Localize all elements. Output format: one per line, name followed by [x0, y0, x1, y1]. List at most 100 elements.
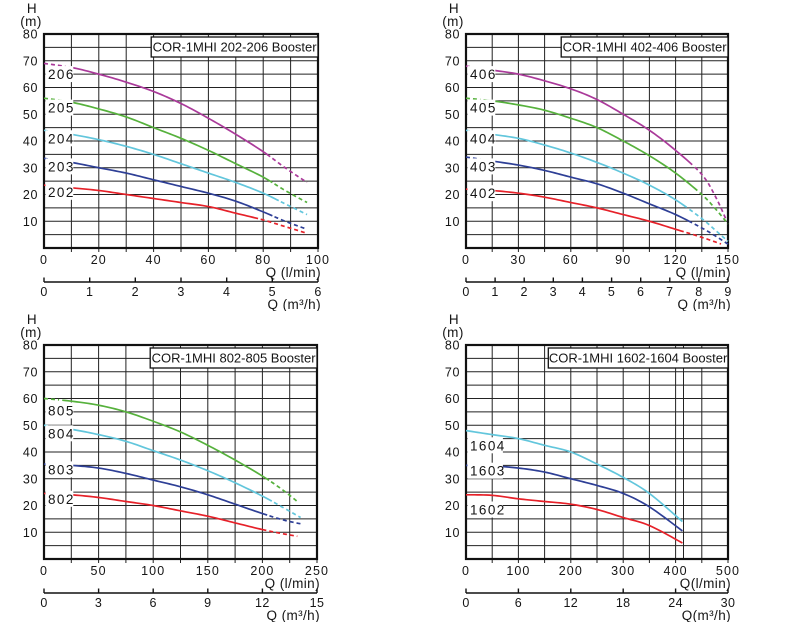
y-tick-label: 50	[445, 419, 460, 433]
curve-tail-dashed	[688, 208, 729, 242]
plot-border	[464, 32, 730, 250]
chart-title-box: COR-1MHI 1602-1604 Booster	[547, 347, 729, 369]
y-axis: H(m) 10 20 30 40 50 60 70 80	[442, 1, 463, 229]
curve-label-202: 202	[45, 183, 75, 200]
y-tick-label: 30	[23, 472, 38, 486]
curve-label-text: 804	[48, 426, 75, 441]
curve-label-1603: 1603	[467, 462, 506, 479]
y-tick-label: 50	[23, 108, 38, 122]
curve-label-403: 403	[467, 158, 497, 175]
curve-label-text: 1603	[470, 464, 506, 479]
x-tick-label: 300	[611, 564, 635, 578]
x2-axis-title: Q(m³/h)	[682, 608, 731, 622]
x2-tick-label: 4	[223, 285, 230, 299]
x2-tick-label: 3	[177, 285, 184, 299]
curve-label-text: 202	[48, 185, 75, 200]
y-tick-label: 60	[445, 81, 460, 95]
curve-solid	[68, 66, 271, 158]
plot-border	[42, 343, 319, 561]
x2-tick-label: 2	[521, 285, 528, 299]
curve-head-dashed	[43, 397, 60, 401]
x-tick-label: 150	[196, 564, 220, 578]
curve-label-1602: 1602	[467, 501, 506, 518]
curve-tail-dashed	[271, 157, 308, 184]
gridlines	[466, 34, 729, 252]
curve-tail-dashed	[694, 223, 731, 247]
curve-label-text: 403	[470, 159, 497, 174]
gridlines	[44, 34, 319, 252]
x2-tick-label: 3	[95, 596, 102, 610]
curve-label-804: 804	[45, 425, 75, 442]
x-tick-label: 400	[664, 564, 688, 578]
curve-405	[465, 97, 729, 225]
x2-tick-label: 0	[40, 285, 47, 299]
x2-tick-label: 0	[462, 285, 469, 299]
x-axis-title: Q (l/min)	[265, 576, 320, 591]
x2-tick-label: 1	[86, 285, 93, 299]
gridlines	[44, 345, 318, 563]
curve-label-405: 405	[467, 99, 495, 116]
x-tick-label: 200	[559, 564, 583, 578]
curve-solid	[483, 67, 693, 166]
curve-solid	[483, 99, 698, 192]
chart-title: COR-1MHI 1602-1604 Booster	[549, 351, 728, 366]
chart-title-box: COR-1MHI 202-206 Booster	[150, 36, 319, 58]
chart-title-box: COR-1MHI 802-805 Booster	[149, 347, 318, 369]
y-axis-unit: (m)	[20, 325, 41, 340]
curve-solid	[483, 189, 684, 233]
y-axis-title: H	[27, 312, 37, 327]
curve-label-text: 203	[48, 159, 75, 174]
curve-tail-dashed	[262, 528, 298, 538]
x-tick-label: 80	[255, 253, 271, 267]
curve-solid	[62, 463, 268, 516]
y-tick-label: 10	[23, 526, 38, 540]
y-tick-label: 70	[445, 54, 460, 68]
x2-tick-label: 18	[616, 596, 631, 610]
x-tick-label: 60	[563, 253, 579, 267]
curve-label-text: 805	[48, 404, 75, 419]
curve-label-text: 1602	[470, 503, 506, 518]
x-tick-label: 60	[200, 253, 216, 267]
x2-tick-label: 8	[695, 285, 702, 299]
curve-406	[465, 65, 728, 221]
curve-solid	[68, 100, 273, 184]
y-tick-label: 80	[445, 28, 460, 42]
y-tick-label: 60	[23, 81, 38, 95]
curve-tail-dashed	[269, 515, 303, 526]
y-tick-label: 40	[445, 446, 460, 460]
curve-head-dashed	[465, 97, 481, 101]
y-tick-label: 70	[23, 365, 38, 379]
x-tick-label: 500	[716, 564, 740, 578]
curve-1602	[465, 493, 683, 544]
x-tick-label: 200	[250, 564, 274, 578]
y-tick-label: 30	[445, 161, 460, 175]
x-tick-label: 0	[40, 564, 48, 578]
chart-panel-1602-1604: H (m) 10 20 30 40 50 60 70 80 0 100 200 300 400 500 Q(l/…	[400, 311, 800, 622]
curve-802	[43, 492, 298, 538]
y-tick-label: 20	[23, 499, 38, 513]
curve-solid	[62, 493, 263, 531]
gridlines	[466, 345, 729, 563]
curve-solid	[465, 493, 683, 544]
curve-label-803: 803	[45, 461, 73, 478]
secondary-x-axis: 0 1 2 3 4 5 6Q (m³/h)	[40, 277, 321, 311]
y-tick-label: 80	[23, 339, 38, 353]
chart-title-box: COR-1MHI 402-406 Booster	[560, 36, 729, 58]
y-axis-title: H	[449, 1, 459, 16]
curve-805	[43, 397, 298, 503]
x-tick-label: 0	[40, 253, 48, 267]
curve-label-text: 406	[470, 67, 497, 82]
chart-panel-202-206: H (m) 10 20 30 40 50 60 70 80 0 20 40 60 80 100 Q (l/min…	[0, 0, 400, 311]
curve-1604	[465, 429, 683, 523]
curve-tail-dashed	[273, 501, 302, 519]
x2-tick-label: 6	[637, 285, 644, 299]
plot-border	[42, 32, 320, 250]
curve-label-805: 805	[45, 402, 75, 419]
x2-tick-label: 4	[579, 285, 586, 299]
x-tick-label: 30	[510, 253, 526, 267]
x2-tick-label: 6	[314, 285, 321, 299]
curve-203	[43, 157, 308, 231]
